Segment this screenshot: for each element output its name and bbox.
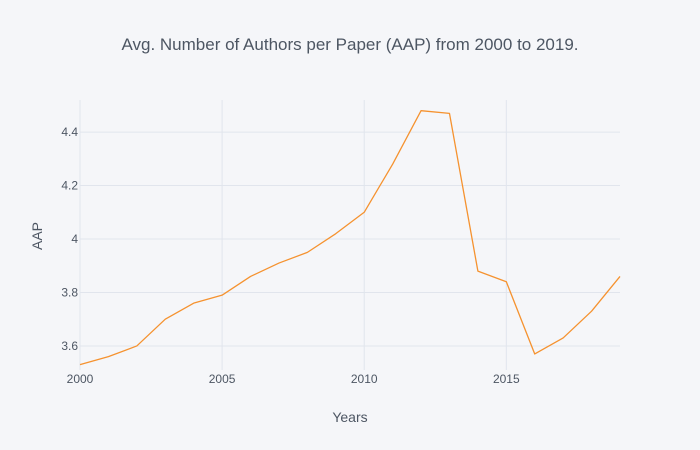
y-axis-title: AAP	[29, 222, 45, 250]
y-tick-label: 3.8	[61, 285, 78, 299]
x-tick-label: 2010	[351, 372, 378, 386]
x-axis-title: Years	[332, 409, 367, 425]
axis-ticks: 3.6 3.8 4 4.2 4.4 2000 2005 2010 2015	[61, 125, 520, 386]
y-tick-label: 3.6	[61, 339, 78, 353]
x-tick-label: 2000	[67, 372, 94, 386]
grid	[79, 100, 620, 370]
y-tick-label: 4.2	[61, 179, 78, 193]
y-tick-label: 4.4	[61, 125, 78, 139]
y-tick-label: 4	[71, 232, 78, 246]
chart-title: Avg. Number of Authors per Paper (AAP) f…	[121, 35, 578, 54]
x-tick-label: 2005	[209, 372, 236, 386]
x-tick-label: 2015	[493, 372, 520, 386]
plot-area	[79, 110, 621, 366]
series-line	[79, 110, 621, 366]
